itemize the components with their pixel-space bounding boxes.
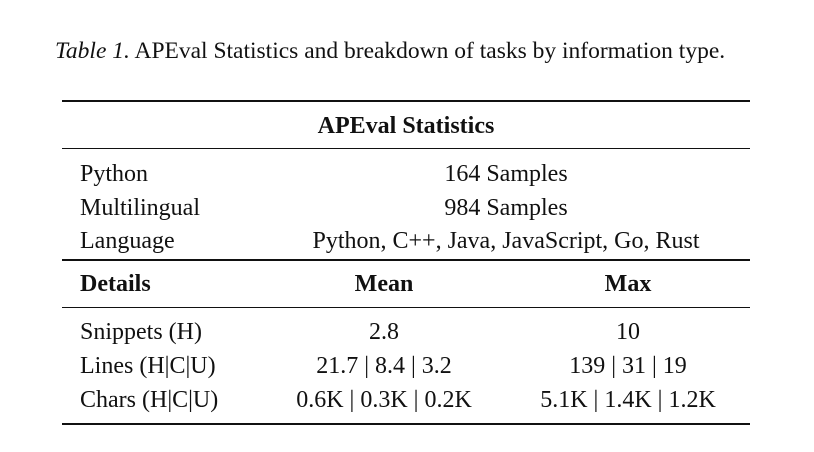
cell: Chars (H|C|U) bbox=[80, 387, 219, 413]
caption-label: Table 1. bbox=[55, 38, 130, 64]
cell: Lines (H|C|U) bbox=[80, 353, 216, 379]
cell: 10 bbox=[616, 319, 640, 345]
mid-rule bbox=[62, 148, 750, 149]
cell: 2.8 bbox=[369, 319, 399, 345]
stat-value: 984 Samples bbox=[444, 194, 568, 221]
stat-label: Multilingual bbox=[80, 194, 200, 221]
cell: 5.1K | 1.4K | 1.2K bbox=[540, 387, 716, 413]
header-rule bbox=[62, 307, 750, 308]
header-cell: Mean bbox=[354, 271, 414, 297]
cell: 0.6K | 0.3K | 0.2K bbox=[296, 387, 472, 413]
bottom-rule bbox=[62, 423, 750, 425]
stat-value: 164 Samples bbox=[444, 161, 568, 187]
table-title: APEval Statistics bbox=[317, 113, 495, 139]
cell: Snippets (H) bbox=[80, 319, 202, 345]
cell: 21.7 | 8.4 | 3.2 bbox=[316, 353, 452, 379]
caption-text: APEval Statistics and breakdown of tasks… bbox=[134, 38, 726, 64]
section-rule bbox=[62, 259, 750, 261]
cell: 139 | 31 | 19 bbox=[569, 353, 687, 379]
caption: Table 1. APEval Statistics and breakdown… bbox=[55, 34, 765, 68]
stat-label: Python bbox=[80, 161, 149, 187]
stat-label: Language bbox=[80, 228, 175, 254]
stat-value: Python, C++, Java, JavaScript, Go, Rust bbox=[312, 228, 700, 254]
header-cell: Max bbox=[604, 271, 652, 297]
header-cell: Details bbox=[80, 271, 151, 297]
top-rule bbox=[62, 100, 750, 102]
